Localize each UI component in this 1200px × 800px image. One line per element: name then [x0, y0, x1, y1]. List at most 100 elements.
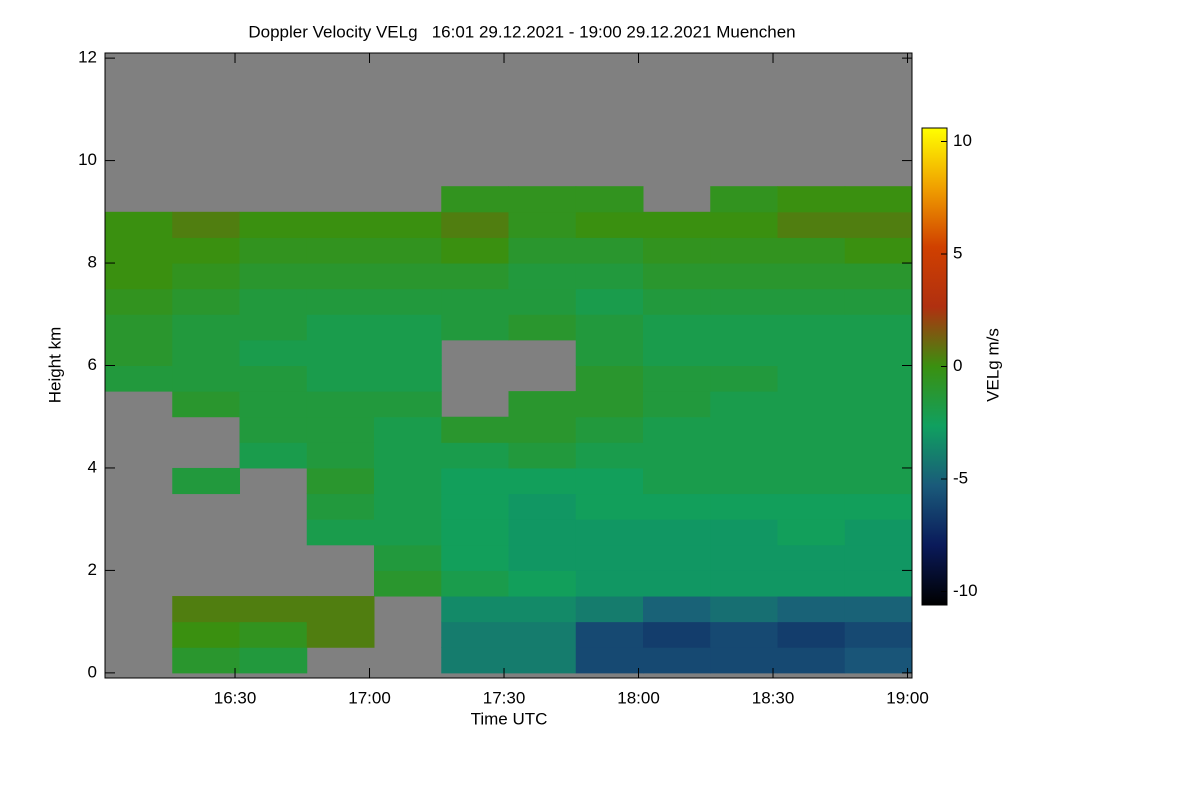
colorbar-tick-label: 5 [953, 243, 962, 262]
heatmap-cell [643, 596, 711, 623]
heatmap-cell [710, 314, 778, 341]
heatmap-cell [239, 416, 308, 443]
heatmap-cell [172, 647, 240, 674]
heatmap-cell [710, 365, 778, 392]
heatmap-cell [643, 570, 711, 597]
heatmap-cell [777, 544, 846, 571]
heatmap-cell [239, 621, 308, 648]
heatmap-cell [643, 263, 711, 290]
heatmap-cell [575, 186, 644, 213]
heatmap-cell [710, 288, 778, 315]
heatmap-cell [239, 314, 308, 341]
y-tick-label: 12 [78, 48, 97, 67]
heatmap-cell [844, 442, 913, 469]
heatmap-cell [777, 570, 846, 597]
heatmap-cell [239, 365, 308, 392]
heatmap-cell [844, 493, 913, 520]
colorbar-label: VELg m/s [983, 328, 1002, 402]
heatmap-cell [575, 339, 644, 366]
heatmap-cell [172, 237, 240, 264]
heatmap-cell [575, 442, 644, 469]
heatmap-cell [306, 416, 375, 443]
heatmap-cell [239, 339, 308, 366]
heatmap-cell [306, 339, 375, 366]
heatmap-cell [777, 493, 846, 520]
heatmap-cell [374, 467, 442, 495]
heatmap-cell [777, 391, 846, 418]
x-tick-label: 17:00 [348, 688, 391, 707]
heatmap-cell [105, 211, 173, 238]
heatmap-cell [777, 442, 846, 469]
heatmap-cell [777, 519, 846, 546]
heatmap-cell [710, 621, 778, 648]
heatmap-cell [575, 493, 644, 520]
heatmap-cell [508, 544, 577, 571]
y-tick-label: 0 [88, 662, 97, 681]
heatmap-cell [306, 442, 375, 469]
heatmap-cell [844, 391, 913, 418]
heatmap-cell [306, 288, 375, 315]
heatmap-cell [575, 544, 644, 571]
heatmap-cell [643, 339, 711, 366]
heatmap-cell [441, 647, 509, 674]
heatmap-cell [374, 442, 442, 469]
heatmap-cell [306, 493, 375, 520]
heatmap-cell [575, 467, 644, 495]
heatmap-cell [643, 467, 711, 495]
heatmap-cell [508, 467, 577, 495]
heatmap-cell [441, 493, 509, 520]
heatmap-cell [374, 237, 442, 264]
heatmap-cell [643, 544, 711, 571]
heatmap-cell [710, 416, 778, 443]
heatmap-cell [844, 596, 913, 623]
heatmap-cell [575, 263, 644, 290]
x-tick-label: 19:00 [886, 688, 929, 707]
heatmap-cell [172, 211, 240, 238]
x-tick-label: 17:30 [483, 688, 526, 707]
heatmap-cell [710, 186, 778, 213]
heatmap-cell [777, 365, 846, 392]
heatmap-cell [374, 570, 442, 597]
heatmap-cell [441, 186, 509, 213]
colorbar-tick-label: 10 [953, 131, 972, 150]
heatmap-cell [306, 596, 375, 623]
heatmap-cell [508, 391, 577, 418]
heatmap-cell [710, 493, 778, 520]
heatmap-cell [643, 237, 711, 264]
heatmap-cell [105, 288, 173, 315]
heatmap-cell [374, 314, 442, 341]
heatmap-cell [643, 442, 711, 469]
heatmap-cell [575, 596, 644, 623]
heatmap-cell [844, 314, 913, 341]
heatmap-cell [508, 621, 577, 648]
heatmap-cell [239, 237, 308, 264]
heatmap-cell [575, 519, 644, 546]
heatmap-cell [374, 416, 442, 443]
heatmap-cell [508, 186, 577, 213]
heatmap-cell [441, 237, 509, 264]
heatmap-cell [710, 570, 778, 597]
heatmap-cell [374, 288, 442, 315]
heatmap-cell [844, 519, 913, 546]
heatmap-cell [441, 211, 509, 238]
chart-title: Doppler Velocity VELg 16:01 29.12.2021 -… [248, 22, 795, 41]
heatmap-cell [374, 391, 442, 418]
heatmap-cell [844, 544, 913, 571]
heatmap-cell [239, 647, 308, 674]
heatmap-cell [172, 263, 240, 290]
heatmap-cell [575, 288, 644, 315]
heatmap-cell [508, 493, 577, 520]
heatmap-cell [306, 211, 375, 238]
heatmap-cell [105, 314, 173, 341]
heatmap-cell [777, 288, 846, 315]
heatmap-cell [239, 596, 308, 623]
y-tick-label: 2 [88, 560, 97, 579]
heatmap-cell [777, 647, 846, 674]
heatmap-cell [105, 339, 173, 366]
y-tick-label: 8 [88, 253, 97, 272]
heatmap-cell [306, 391, 375, 418]
colorbar-tick-label: -10 [953, 581, 978, 600]
heatmap-cell [643, 314, 711, 341]
